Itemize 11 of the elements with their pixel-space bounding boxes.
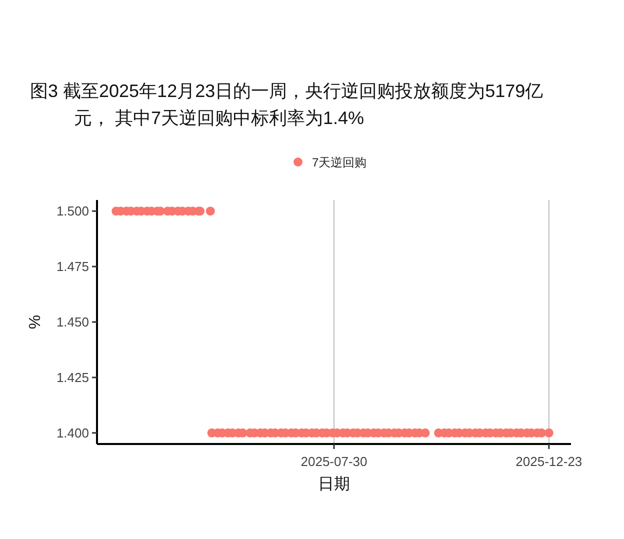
x-tick-label: 2025-12-23 <box>516 454 582 469</box>
y-tick-label: 1.475 <box>56 259 89 274</box>
chart-title: 图3 截至2025年12月23日的一周，央行逆回购投放额度为5179亿元， 其中7天逆回购中标利率为1.4% <box>30 80 544 130</box>
x-tick-label: 2025-07-30 <box>300 454 368 469</box>
legend-label: 7天逆回购 <box>312 156 367 170</box>
y-tick-label: 1.450 <box>56 314 89 330</box>
y-tick-label: 1.400 <box>56 425 89 440</box>
y-tick-label: 1.425 <box>56 370 89 385</box>
y-axis-title: % <box>27 314 44 330</box>
y-tick-label: 1.500 <box>56 204 89 219</box>
x-axis-title: 日期 <box>318 475 350 493</box>
